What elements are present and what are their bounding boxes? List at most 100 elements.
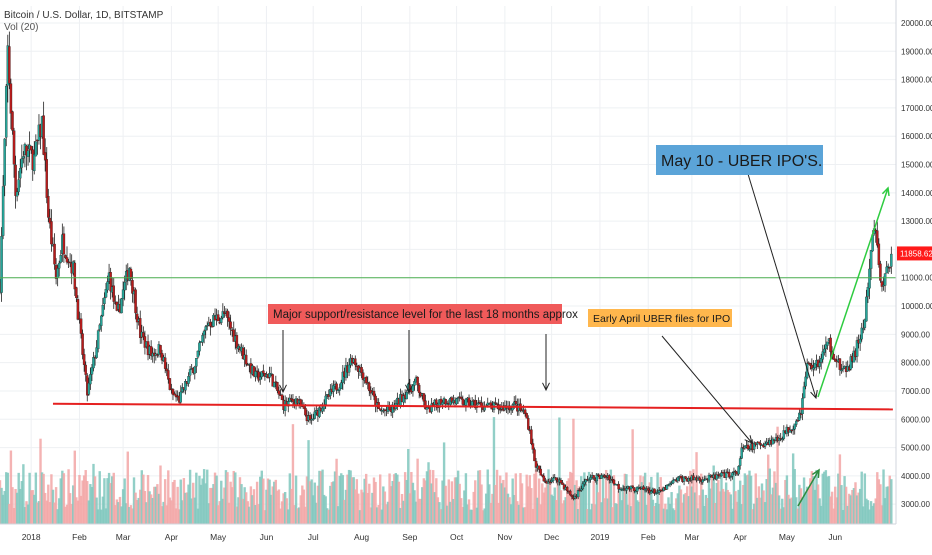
candle-body <box>721 472 725 474</box>
volume-bar <box>157 493 161 524</box>
volume-bar <box>199 484 203 524</box>
trend-arrow-up-head <box>881 186 890 197</box>
volume-bar <box>601 476 605 524</box>
volume-bar <box>656 472 659 524</box>
symbol-label: Bitcoin / U.S. Dollar, 1D, BITSTAMP <box>4 10 164 21</box>
candle-body <box>129 268 133 279</box>
volume-bar <box>767 454 770 524</box>
volume-bar <box>218 501 221 524</box>
volume-bar <box>340 473 343 524</box>
candle-body <box>100 315 103 326</box>
volume-bar <box>818 498 821 524</box>
volume-bar <box>5 472 8 524</box>
volume-bar <box>796 508 800 524</box>
volume-bar <box>377 504 380 524</box>
volume-bar <box>347 469 351 524</box>
volume-bar <box>117 502 120 524</box>
volume-bar <box>776 426 779 524</box>
volume-bar <box>75 497 78 524</box>
volume-bar <box>193 497 196 524</box>
volume-bar <box>33 494 36 524</box>
volume-bar <box>176 486 179 524</box>
volume-bar <box>851 490 854 524</box>
volume-bar <box>573 484 577 524</box>
candle-body <box>612 479 616 485</box>
last-price-tag <box>897 246 932 261</box>
volume-bar <box>728 492 731 524</box>
volume-bar <box>494 484 497 524</box>
candle-body <box>555 477 558 481</box>
volume-bar <box>534 469 538 524</box>
volume-bar <box>259 476 262 524</box>
volume-bar <box>51 489 55 524</box>
volume-bar <box>266 478 270 524</box>
volume-bar <box>497 502 500 524</box>
volume-bar <box>287 509 290 524</box>
volume-bar <box>587 471 591 524</box>
volume-bar <box>720 475 723 524</box>
volume-bar <box>662 508 666 524</box>
volume-bar <box>665 509 669 524</box>
chart-legend: Bitcoin / U.S. Dollar, 1D, BITSTAMP Vol … <box>4 10 163 34</box>
volume-bar <box>364 473 368 524</box>
volume-bar <box>389 486 393 524</box>
y-tick-label: 20000.00 <box>901 19 932 28</box>
candle-body <box>656 492 659 494</box>
candle-body <box>138 318 142 339</box>
candle-body <box>559 480 563 483</box>
candle-body <box>198 342 201 352</box>
candle-body <box>84 364 87 375</box>
volume-bar <box>265 489 268 524</box>
volume-bar <box>876 472 879 524</box>
volume-bar <box>431 470 435 524</box>
volume-bar <box>358 510 362 524</box>
volume-bar <box>6 472 9 524</box>
candle-body <box>832 354 835 360</box>
candle-body <box>232 329 235 342</box>
volume-bar <box>86 481 89 524</box>
volume-bar <box>78 474 81 524</box>
volume-bar <box>425 471 429 524</box>
volume-bar <box>255 481 259 524</box>
volume-bar <box>837 473 840 524</box>
volume-bar <box>12 507 16 524</box>
volume-bar <box>305 476 309 524</box>
candle-body <box>801 398 804 415</box>
candle-body <box>840 369 843 372</box>
volume-bar <box>633 493 636 524</box>
candle-body <box>860 327 863 340</box>
candle-body <box>311 418 315 421</box>
volume-bar <box>230 487 234 524</box>
volume-bar <box>207 503 211 524</box>
volume-bar <box>829 496 832 524</box>
candle-body <box>98 324 101 330</box>
volume-bar <box>439 509 443 524</box>
volume-bar <box>145 502 148 524</box>
volume-bar <box>106 478 109 524</box>
candle-body <box>757 441 761 444</box>
candle-body <box>731 472 734 477</box>
volume-bar <box>399 507 402 524</box>
volume-bar <box>858 488 862 524</box>
candle-body <box>523 409 527 415</box>
volume-bar <box>704 494 708 524</box>
candle-body <box>729 476 733 478</box>
volume-bar <box>408 493 412 524</box>
volume-bar <box>162 501 165 524</box>
volume-bar <box>718 491 722 524</box>
trend-arrow-up <box>817 187 889 398</box>
candle-body <box>849 356 853 370</box>
volume-bar <box>371 492 374 524</box>
candle-body <box>880 281 884 287</box>
candle-body <box>260 371 264 378</box>
candle-body <box>109 272 112 292</box>
candle-body <box>321 407 324 412</box>
candle-body <box>354 358 357 366</box>
candle-body <box>734 470 737 473</box>
candle-body <box>862 328 865 330</box>
volume-bar <box>411 482 415 524</box>
candle-body <box>810 364 814 370</box>
volume-bar <box>735 501 739 524</box>
candle-body <box>620 489 623 491</box>
volume-bar <box>810 471 814 524</box>
